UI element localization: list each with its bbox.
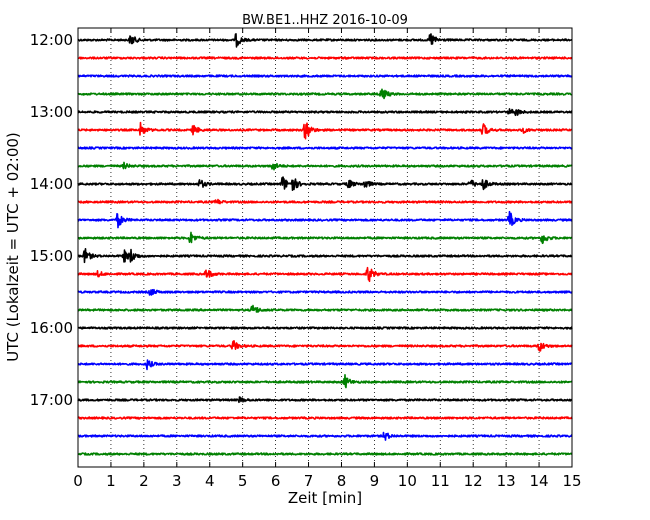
- seismic-trace: [77, 88, 573, 100]
- traces: [77, 33, 573, 456]
- x-tick-label: 2: [139, 472, 149, 490]
- seismic-trace: [77, 231, 573, 245]
- seismic-trace: [77, 431, 573, 441]
- seismic-trace: [77, 198, 573, 205]
- plot-frame: [77, 27, 573, 468]
- y-tick-label: 16:00: [30, 319, 73, 337]
- x-tick-label: 10: [398, 472, 417, 490]
- seismic-trace: [77, 339, 573, 352]
- seismic-trace: [77, 396, 573, 404]
- axes: 0 1 2 3 4 5 6 7 8 9 10 11 12 13 14 1512:0013:0014:0015:…: [30, 28, 582, 490]
- y-axis-label: UTC (Lokalzeit = UTC + 02:00): [4, 132, 22, 362]
- y-tick-label: 12:00: [30, 31, 73, 49]
- x-tick-label: 11: [431, 472, 450, 490]
- seismic-trace: [77, 304, 573, 313]
- seismic-trace: [77, 416, 573, 420]
- seismic-trace: [77, 161, 573, 171]
- x-tick-label: 5: [238, 472, 248, 490]
- seismic-trace: [77, 108, 573, 117]
- seismic-trace: [77, 56, 573, 60]
- chart-title: BW.BE1..HHZ 2016-10-09: [242, 13, 408, 28]
- x-tick-label: 12: [464, 472, 483, 490]
- seismic-trace: [77, 210, 573, 229]
- seismic-trace: [77, 33, 573, 48]
- x-tick-label: 13: [497, 472, 516, 490]
- y-tick-label: 17:00: [30, 391, 73, 409]
- x-tick-label: 1: [106, 472, 116, 490]
- seismic-trace: [77, 359, 573, 371]
- seismic-trace: [77, 288, 573, 296]
- x-axis-label: Zeit [min]: [288, 489, 362, 507]
- x-tick-label: 14: [530, 472, 549, 490]
- seismic-trace: [77, 146, 573, 150]
- x-tick-label: 0: [73, 472, 83, 490]
- x-tick-label: 8: [337, 472, 347, 490]
- seismic-trace: [77, 452, 573, 456]
- x-tick-label: 3: [172, 472, 182, 490]
- seismic-trace: [77, 74, 573, 78]
- y-tick-label: 15:00: [30, 247, 73, 265]
- x-tick-label: 15: [562, 472, 581, 490]
- y-tick-label: 14:00: [30, 175, 73, 193]
- seismic-trace: [77, 326, 573, 330]
- y-tick-label: 13:00: [30, 103, 73, 121]
- x-tick-label: 4: [205, 472, 215, 490]
- x-tick-label: 7: [304, 472, 314, 490]
- seismic-trace: [77, 373, 573, 389]
- seismic-trace: [77, 248, 573, 264]
- seismic-trace: [77, 176, 573, 191]
- seismic-trace: [77, 266, 573, 283]
- seismic-trace: [77, 121, 573, 140]
- x-tick-label: 6: [271, 472, 281, 490]
- x-tick-label: 9: [370, 472, 380, 490]
